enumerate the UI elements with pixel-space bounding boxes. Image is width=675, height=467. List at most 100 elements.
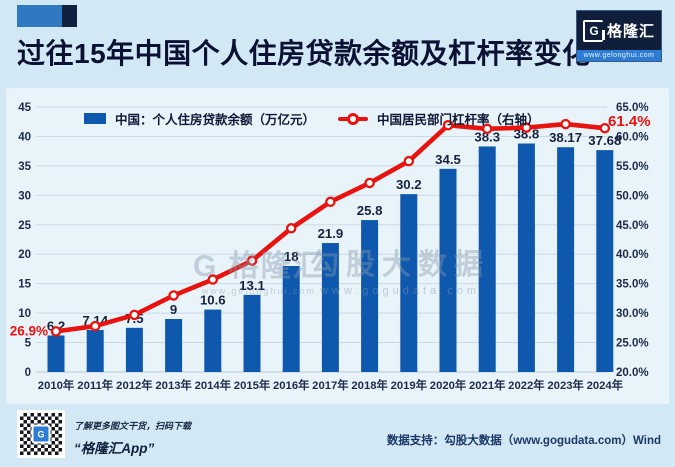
bar-2019年: [400, 194, 418, 372]
line-series-marker-icon: [338, 112, 369, 125]
x-axis-label: 2010年: [38, 378, 74, 392]
bar-2023年: [557, 147, 575, 372]
bar-value-label: 37.68: [588, 133, 621, 148]
x-axis-label: 2016年: [273, 378, 309, 392]
bar-2024年: [596, 150, 614, 372]
bar-2018年: [361, 220, 379, 372]
bar-2017年: [321, 243, 339, 372]
logo-name: 格隆汇: [606, 23, 655, 40]
left-axis-tick: 30: [18, 190, 31, 202]
right-axis-tick: 50.0%: [616, 190, 649, 202]
last-point-annotation: 61.4%: [608, 113, 651, 130]
x-axis-label: 2014年: [195, 378, 231, 392]
left-axis-tick: 25: [18, 220, 31, 232]
line-marker-2019年: [403, 155, 415, 167]
bar-2022年: [517, 143, 535, 372]
line-marker-2010年: [50, 326, 62, 337]
bar-value-label: 18: [284, 249, 299, 264]
x-axis-label: 2022年: [508, 378, 544, 392]
left-axis-tick: 20: [18, 249, 31, 261]
line-series-label: 中国居民部门杠杆率（右轴）: [377, 113, 540, 127]
x-axis-label: 2020年: [430, 378, 466, 392]
qr-center-logo-icon: G: [31, 424, 51, 444]
right-axis-tick: 60.0%: [616, 131, 649, 143]
right-axis-tick: 65.0%: [616, 102, 649, 114]
line-marker-2013年: [168, 290, 179, 301]
bar-value-label: 9: [170, 302, 177, 317]
line-marker-2020年: [442, 120, 454, 131]
x-axis-label: 2017年: [312, 378, 348, 392]
left-axis-tick: 0: [25, 367, 31, 379]
deco-blue-block: [17, 5, 62, 27]
bar-2014年: [204, 309, 222, 372]
gelonghui-logo: G 格隆汇 www.gelonghui.com: [576, 10, 662, 62]
left-axis-tick: 40: [18, 131, 31, 143]
bar-series-label: 中国：个人住房贷款余额（万亿元）: [115, 113, 316, 127]
x-axis-label: 2021年: [469, 378, 505, 392]
bar-2013年: [165, 319, 183, 372]
x-axis-label: 2011年: [77, 378, 113, 392]
deco-dark-block: [62, 5, 77, 27]
logo-g-icon: G: [582, 19, 605, 42]
header-decoration: [17, 5, 77, 27]
footer-app-name: “格隆汇App”: [74, 441, 155, 456]
line-marker-2017年: [325, 196, 336, 208]
line-marker-2012年: [129, 309, 140, 321]
line-marker-2015年: [246, 255, 258, 266]
x-axis-label: 2015年: [234, 378, 270, 392]
right-axis-tick: 20.0%: [616, 367, 649, 379]
bar-value-label: 34.5: [435, 152, 461, 167]
qr-code: G: [17, 410, 65, 458]
bar-2021年: [478, 146, 496, 372]
page-title: 过往15年中国个人住房贷款余额及杠杆率变化: [17, 38, 591, 69]
left-axis-tick: 35: [18, 161, 31, 173]
bar-value-label: 30.2: [396, 177, 422, 192]
right-axis-tick: 30.0%: [616, 308, 649, 320]
line-marker-2018年: [364, 177, 375, 189]
chart-legend: 中国：个人住房贷款余额（万亿元） 中国居民部门杠杆率（右轴）: [84, 109, 540, 128]
bar-2016年: [282, 266, 300, 372]
bar-value-label: 21.9: [318, 226, 344, 241]
bar-value-label: 10.6: [200, 293, 226, 308]
line-marker-2011年: [89, 320, 101, 332]
bar-value-label: 25.8: [357, 203, 383, 218]
line-marker-2014年: [207, 274, 219, 285]
bar-value-label: 38.17: [549, 130, 582, 145]
x-axis-label: 2012年: [116, 378, 152, 392]
bar-value-label: 38.8: [514, 127, 540, 142]
right-axis-tick: 35.0%: [616, 279, 649, 291]
left-axis-tick: 5: [25, 338, 32, 350]
line-marker-2021年: [481, 123, 493, 135]
line-marker-2024年: [599, 122, 611, 134]
x-axis-label: 2024年: [587, 378, 623, 392]
bar-2011年: [86, 329, 104, 372]
bar-2015年: [243, 294, 261, 372]
right-axis-tick: 45.0%: [616, 220, 649, 232]
left-axis-tick: 15: [18, 279, 31, 291]
footer-tip-text: 了解更多图文干货，扫码下载: [74, 421, 192, 431]
bar-series-swatch: [84, 113, 106, 124]
x-axis-label: 2018年: [351, 378, 387, 392]
bar-value-label: 13.1: [239, 278, 265, 293]
logo-url: www.gelonghui.com: [577, 50, 661, 61]
footer-app-promo: 了解更多图文干货，扫码下载 “格隆汇App”: [74, 419, 191, 457]
right-axis-tick: 40.0%: [616, 249, 649, 261]
x-axis-label: 2023年: [547, 378, 583, 392]
right-axis-tick: 25.0%: [616, 338, 649, 350]
line-marker-2016年: [285, 223, 297, 234]
data-credit: 数据支持：勾股大数据（www.gogudata.com）Wind: [386, 435, 661, 447]
x-axis-label: 2013年: [155, 378, 191, 392]
right-axis-tick: 55.0%: [616, 161, 649, 173]
bar-value-label: 38.3: [474, 129, 500, 144]
bar-2020年: [439, 168, 457, 372]
line-marker-2023年: [560, 118, 571, 130]
bar-2012年: [125, 327, 143, 372]
left-axis-tick: 10: [18, 308, 31, 320]
first-point-annotation: 26.9%: [10, 323, 48, 338]
x-axis-label: 2019年: [391, 378, 427, 392]
line-marker-2022年: [521, 122, 532, 133]
bar-2010年: [47, 335, 65, 372]
left-axis-tick: 45: [18, 102, 31, 114]
